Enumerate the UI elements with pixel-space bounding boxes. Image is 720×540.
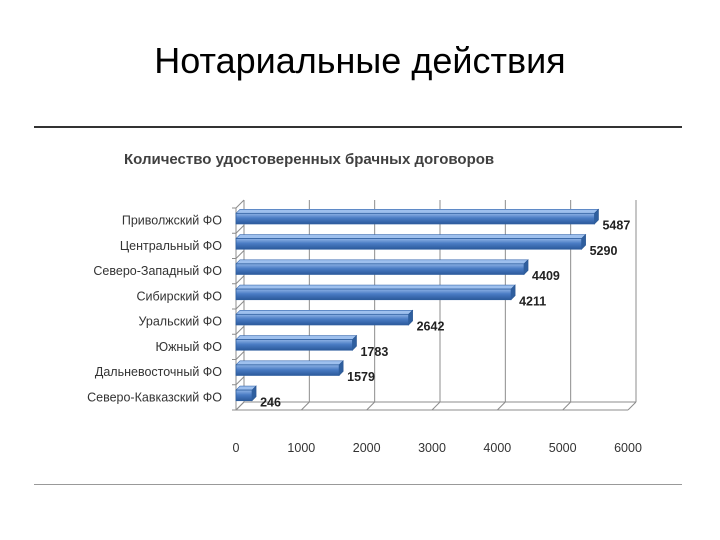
category-label: Уральский ФО <box>139 315 223 329</box>
bar[interactable] <box>235 313 410 326</box>
category-label: Приволжский ФО <box>122 214 222 228</box>
data-label: 4409 <box>532 269 560 283</box>
gridline-floor <box>300 401 310 411</box>
category-label: Дальневосточный ФО <box>95 365 222 379</box>
bar[interactable] <box>235 212 595 225</box>
wall-separator <box>235 325 245 335</box>
wall-separator <box>235 351 245 360</box>
x-tick-label: 2000 <box>353 441 381 455</box>
chart-container: Количество удостоверенных брачных догово… <box>34 126 682 485</box>
bar-top <box>235 284 516 290</box>
bar-top <box>235 360 344 366</box>
bar-top <box>235 209 600 214</box>
bar[interactable] <box>235 389 253 402</box>
category-label: Северо-Кавказский ФО <box>87 390 222 404</box>
category-label: Сибирский ФО <box>137 289 223 303</box>
x-tick-label: 5000 <box>549 441 577 455</box>
gridline-floor <box>496 401 506 411</box>
gridline-floor <box>562 401 572 411</box>
x-tick-label: 1000 <box>287 441 315 455</box>
bar[interactable] <box>235 288 512 301</box>
wall-separator <box>235 275 245 285</box>
category-label: Южный ФО <box>155 340 222 354</box>
data-label: 1783 <box>360 345 388 359</box>
category-label: Центральный ФО <box>120 239 222 253</box>
bar[interactable] <box>235 263 525 275</box>
wall-separator <box>235 300 245 310</box>
bar-top <box>235 335 358 340</box>
wall-separator <box>235 401 245 411</box>
wall-separator <box>235 250 245 259</box>
x-tick-label: 4000 <box>483 441 511 455</box>
wall-separator <box>235 224 245 234</box>
data-label: 1579 <box>347 370 375 384</box>
x-tick-label: 3000 <box>418 441 446 455</box>
slide-title: Нотариальные действия <box>154 40 566 81</box>
gridline-floor <box>366 401 376 411</box>
bar-top <box>235 259 529 265</box>
x-tick-label: 6000 <box>614 441 642 455</box>
chart-title: Количество удостоверенных брачных догово… <box>124 151 494 168</box>
data-label: 4211 <box>519 294 546 308</box>
bar-top <box>235 234 587 239</box>
bar[interactable] <box>235 339 353 351</box>
gridline-floor <box>627 401 637 411</box>
bar[interactable] <box>235 364 340 376</box>
bar-top <box>235 310 414 315</box>
data-label: 5487 <box>602 219 630 233</box>
x-tick-label: 0 <box>233 441 240 455</box>
data-label: 5290 <box>590 244 618 258</box>
gridline-floor <box>431 401 441 411</box>
category-label: Северо-Западный ФО <box>93 264 222 278</box>
data-label: 2642 <box>417 320 445 334</box>
data-label: 246 <box>260 395 281 409</box>
bar-chart: Количество удостоверенных брачных догово… <box>87 151 642 455</box>
wall-separator <box>235 376 245 386</box>
wall-separator <box>235 199 245 209</box>
bar[interactable] <box>235 238 583 250</box>
